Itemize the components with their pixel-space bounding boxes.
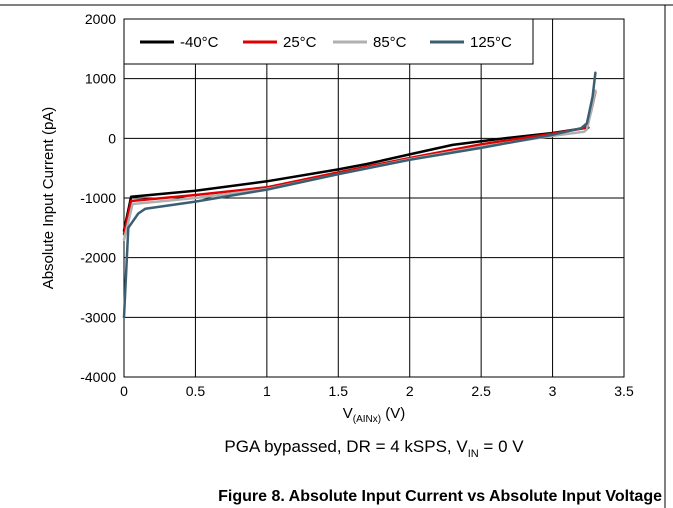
tick-labels: 0 0.5 1 1.5 2 2.5 3 3.5 -4000 -3000 -2000 -1000 0 100… xyxy=(80,11,634,399)
grid xyxy=(124,19,624,377)
x-tick-label: 0.5 xyxy=(186,383,206,399)
y-tick-label: 0 xyxy=(108,130,116,146)
y-axis-title: Absolute Input Current (pA) xyxy=(40,107,57,290)
y-tick-label: -1000 xyxy=(80,190,116,206)
legend-label: 25°C xyxy=(283,34,317,51)
series-layer xyxy=(122,71,597,319)
x-axis-title: V(AINx) (V) xyxy=(343,405,406,425)
x-tick-label: 3.5 xyxy=(614,383,634,399)
legend-label: 125°C xyxy=(470,34,512,51)
y-tick-label: 2000 xyxy=(85,11,116,27)
series-line xyxy=(122,90,597,236)
figure-title: Figure 8. Absolute Input Current vs Abso… xyxy=(218,488,662,505)
x-tick-label: 0 xyxy=(120,383,128,399)
x-axis-title-unit: (V) xyxy=(381,405,405,422)
x-tick-label: 1 xyxy=(263,383,271,399)
y-tick-label: 1000 xyxy=(85,71,116,87)
legend: -40°C 25°C 85°C 125°C xyxy=(123,18,534,65)
x-axis-title-main: V xyxy=(343,405,353,422)
y-tick-label: -3000 xyxy=(80,309,116,325)
legend-box xyxy=(123,18,534,65)
x-tick-label: 1.5 xyxy=(329,383,349,399)
x-tick-label: 2 xyxy=(406,383,414,399)
y-tick-label: -4000 xyxy=(80,369,116,385)
caption-main: PGA bypassed, DR = 4 kSPS, V xyxy=(224,437,468,456)
y-tick-label: -2000 xyxy=(80,250,116,266)
chart-caption: PGA bypassed, DR = 4 kSPS, VIN = 0 V xyxy=(224,437,524,460)
series-line xyxy=(122,71,597,319)
legend-label: -40°C xyxy=(180,34,219,51)
caption-tail: = 0 V xyxy=(479,437,525,456)
caption-sub: IN xyxy=(468,448,479,460)
x-tick-label: 2.5 xyxy=(471,383,491,399)
x-tick-label: 3 xyxy=(549,383,557,399)
legend-label: 85°C xyxy=(373,34,407,51)
x-axis-title-sub: (AINx) xyxy=(353,414,381,425)
series-line xyxy=(122,126,590,233)
